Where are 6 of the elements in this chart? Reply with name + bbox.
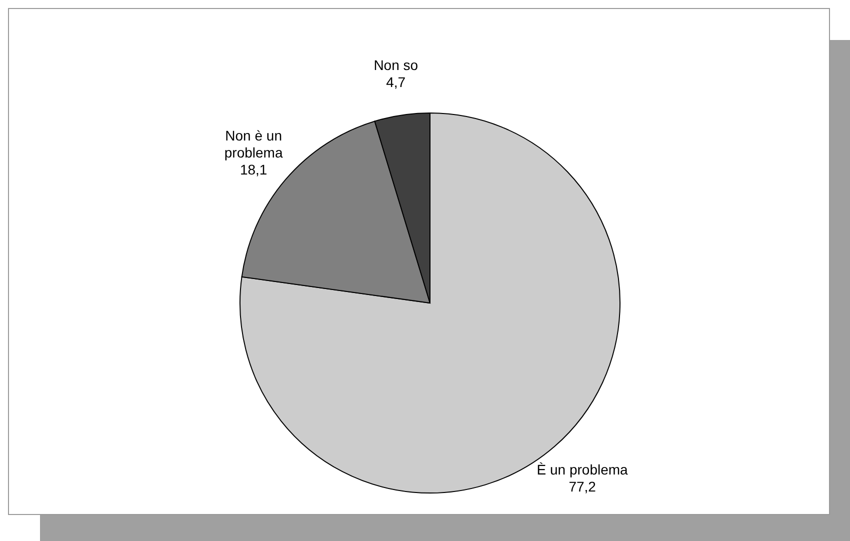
slice-label: È un problema — [536, 461, 628, 478]
data-label: 4,7 — [386, 74, 406, 90]
slice-label: Non è un problema — [224, 127, 283, 160]
data-label: 77,2 — [568, 478, 596, 494]
slice-label: Non so — [374, 57, 418, 74]
data-label: 18,1 — [240, 161, 268, 178]
